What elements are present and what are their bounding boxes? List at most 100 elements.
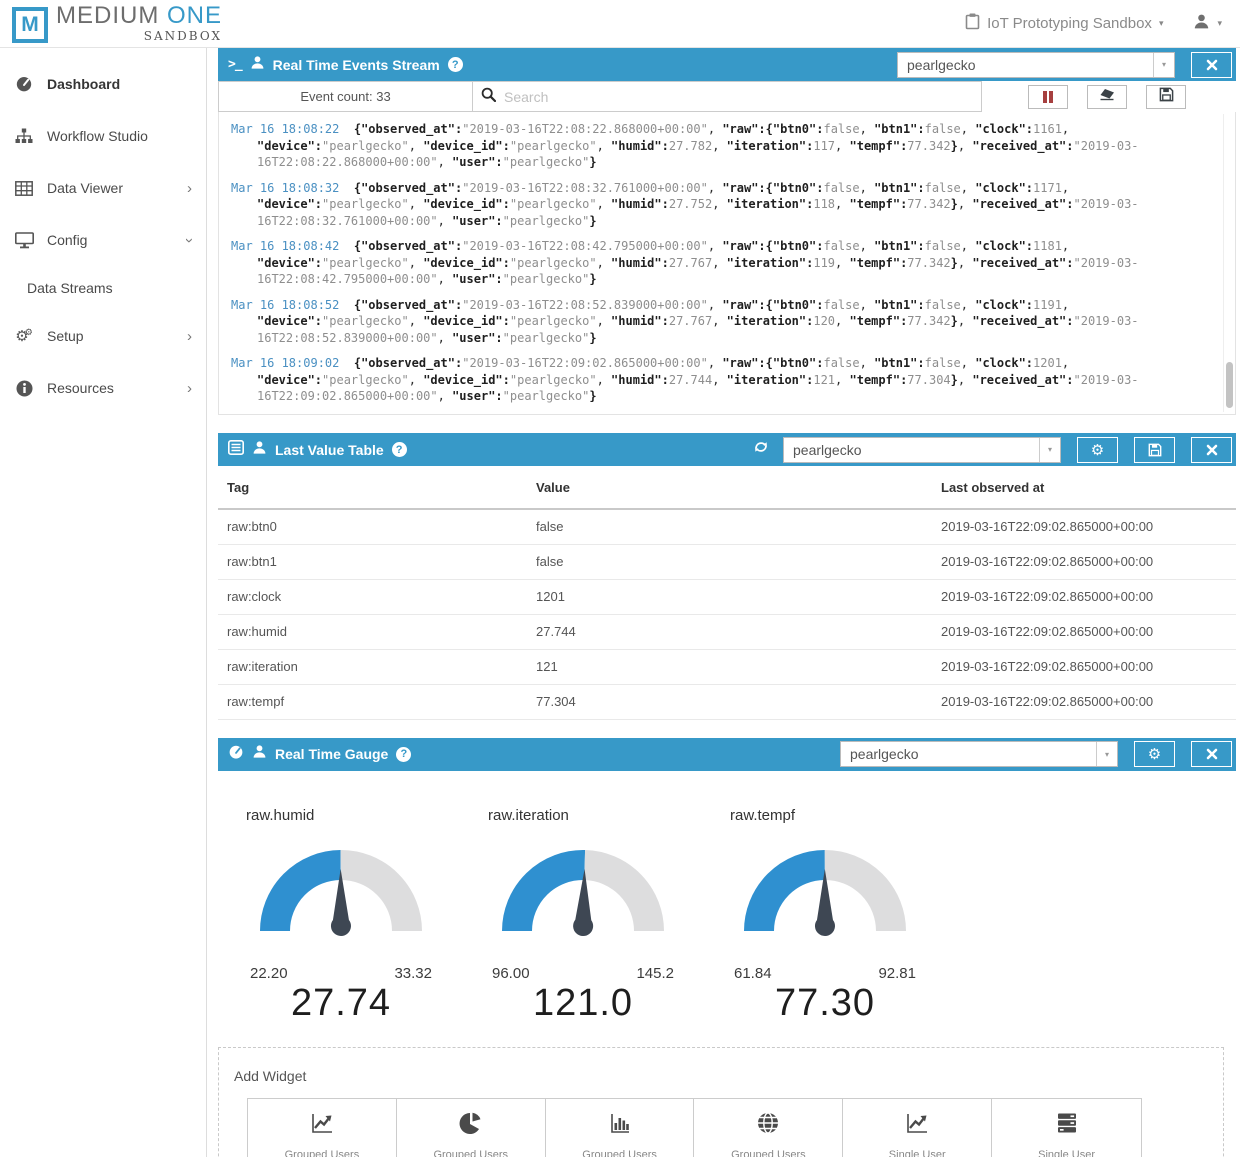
column-header-value: Value: [527, 466, 932, 510]
sidebar-item-label: Setup: [47, 328, 84, 344]
brand-logo[interactable]: M MEDIUM ONE SANDBOX: [0, 4, 222, 43]
gauge-needle: [573, 868, 594, 936]
gauge-min: 61.84: [734, 964, 772, 982]
table-row: raw:tempf 77.304 2019-03-16T22:09:02.86500…: [218, 684, 1236, 720]
chevron-right-icon: ›: [187, 327, 192, 345]
gauge-needle: [331, 868, 351, 936]
sidebar-item-data-streams[interactable]: Data Streams: [0, 266, 206, 310]
person-icon: [252, 440, 267, 460]
gauge: raw.humid 22.20 33.32 27.74: [246, 807, 436, 1024]
settings-button[interactable]: ⚙: [1077, 436, 1118, 463]
brand-sandbox: SANDBOX: [143, 29, 223, 43]
add-widget-button[interactable]: Grouped Users: [396, 1098, 546, 1157]
clear-button[interactable]: [1087, 84, 1127, 109]
gauge: raw.iteration 96.00 145.2 121.0: [488, 807, 678, 1024]
caret-down-icon: ▾: [1153, 52, 1174, 77]
add-widget-button[interactable]: Grouped Users: [545, 1098, 695, 1157]
gear-icon: ⚙: [1090, 441, 1105, 459]
save-floppy-icon: [1159, 87, 1174, 107]
value-cell: 27.744: [527, 614, 932, 650]
add-widget-button[interactable]: Single User: [843, 1098, 993, 1157]
tag-cell: raw:clock: [218, 579, 527, 615]
widget-button-label: Grouped Users: [731, 1148, 806, 1157]
desktop-icon: [14, 231, 34, 249]
caret-down-icon: ▾: [1096, 742, 1117, 766]
device-select-value: pearlgecko: [793, 441, 862, 458]
help-icon[interactable]: ?: [396, 746, 412, 762]
sandbox-switcher[interactable]: IoT Prototyping Sandbox ▾: [965, 13, 1163, 35]
save-widget-button[interactable]: [1134, 436, 1175, 463]
caret-down-icon: ▾: [1039, 437, 1060, 462]
value-cell: false: [527, 544, 932, 580]
sidebar-item-resources[interactable]: Resources ›: [0, 362, 206, 414]
sidebar-item-setup[interactable]: ⚙ ⚙ Setup ›: [0, 310, 206, 362]
sidebar-item-data-viewer[interactable]: Data Viewer ›: [0, 162, 206, 214]
chevron-right-icon: ›: [187, 379, 192, 397]
value-cell: 121: [527, 649, 932, 685]
help-icon[interactable]: ?: [447, 57, 463, 72]
brand-one: ONE: [167, 2, 223, 29]
log-scrollbar[interactable]: [1223, 114, 1233, 412]
close-panel-button[interactable]: [1191, 436, 1232, 463]
table-row: raw:humid 27.744 2019-03-16T22:09:02.86500…: [218, 614, 1236, 650]
log-entry: Mar 16 18:08:42 {"observed_at":"2019-03-…: [231, 239, 1139, 286]
save-stream-button[interactable]: [1146, 84, 1186, 109]
gauge-value: 121.0: [532, 981, 634, 1024]
add-widget-button[interactable]: Grouped Users: [694, 1098, 844, 1157]
add-widget-button[interactable]: Single User: [992, 1098, 1141, 1157]
lvt-device-select[interactable]: pearlgecko ▾: [783, 436, 1061, 463]
search-icon: [481, 87, 497, 107]
table-row: raw:btn0 false 2019-03-16T22:09:02.865000+…: [218, 509, 1236, 545]
add-widget-title: Add Widget: [234, 1067, 307, 1084]
table-row: raw:clock 1201 2019-03-16T22:09:02.865000+…: [218, 579, 1236, 615]
gauge-min: 22.20: [250, 964, 288, 982]
gauge-max: 92.81: [878, 964, 916, 982]
search-input[interactable]: [504, 88, 973, 105]
user-icon: [1193, 13, 1210, 35]
tag-cell: raw:btn1: [218, 544, 527, 580]
bar-chart-icon: [608, 1111, 632, 1140]
chevron-down-icon: ›: [181, 237, 198, 243]
pause-button[interactable]: [1028, 84, 1068, 109]
brand-text: MEDIUM ONE SANDBOX: [56, 2, 223, 43]
value-cell: 77.304: [527, 684, 932, 720]
add-widget-button[interactable]: Grouped Users: [248, 1098, 397, 1157]
refresh-icon[interactable]: [753, 439, 769, 460]
settings-button[interactable]: ⚙: [1134, 741, 1175, 767]
sidebar-item-label: Data Streams: [27, 280, 113, 296]
sidebar-item-workflow-studio[interactable]: Workflow Studio: [0, 110, 206, 162]
help-icon[interactable]: ?: [391, 442, 407, 457]
widget-button-label: Grouped Users: [284, 1148, 360, 1157]
log-scrollbar-thumb[interactable]: [1226, 362, 1233, 408]
terminal-icon: >_: [228, 57, 243, 72]
last-value-table: Tag Value Last observed at raw:btn0 false…: [218, 466, 1236, 720]
sidebar-item-dashboard[interactable]: Dashboard: [0, 58, 206, 110]
last-observed-cell: 2019-03-16T22:09:02.865000+00:00: [932, 649, 1236, 685]
events-toolbar: Event count: 33: [218, 81, 1236, 112]
tag-cell: raw:iteration: [218, 649, 527, 685]
close-panel-button[interactable]: [1191, 741, 1232, 767]
close-panel-button[interactable]: [1191, 51, 1232, 78]
gauge-chart: [260, 849, 422, 936]
tag-cell: raw:btn0: [218, 509, 527, 545]
search-box[interactable]: [472, 81, 982, 112]
person-icon: [252, 744, 267, 764]
value-cell: false: [527, 509, 932, 545]
event-log[interactable]: Mar 16 18:08:22 {"observed_at":"2019-03-…: [218, 112, 1236, 415]
sidebar-item-label: Resources: [47, 380, 114, 396]
user-menu[interactable]: ▾: [1193, 13, 1222, 35]
column-header-tag: Tag: [218, 466, 527, 510]
column-header-last-observed: Last observed at: [932, 466, 1236, 510]
globe-icon: [756, 1111, 780, 1140]
person-icon: [250, 55, 265, 75]
tag-cell: raw:humid: [218, 614, 527, 650]
gauge-min: 96.00: [492, 964, 530, 982]
widget-button-label: Single User: [1038, 1148, 1095, 1157]
line-chart-icon: [904, 1111, 930, 1140]
events-device-select[interactable]: pearlgecko ▾: [897, 51, 1175, 78]
sidebar-item-config[interactable]: Config ›: [0, 214, 206, 266]
sidebar-item-label: Data Viewer: [47, 180, 124, 196]
gauge-device-select[interactable]: pearlgecko ▾: [840, 741, 1118, 767]
gears-icon: ⚙ ⚙: [15, 327, 33, 345]
clipboard-icon: [965, 13, 980, 35]
